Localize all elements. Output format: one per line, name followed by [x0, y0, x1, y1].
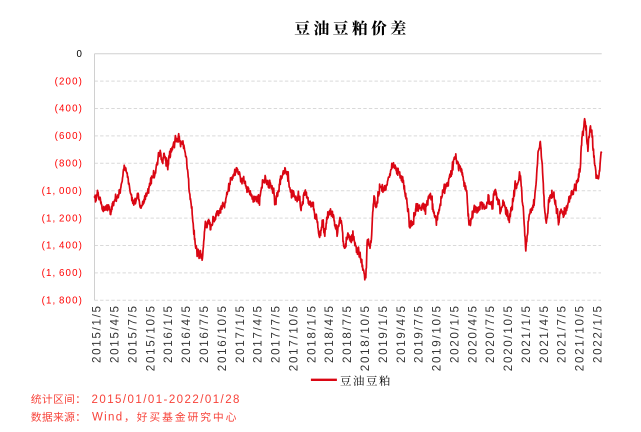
svg-text:2015/10/5: 2015/10/5 — [144, 304, 157, 371]
svg-text:0: 0 — [76, 49, 83, 60]
svg-text:2015/01/01-2022/01/28: 2015/01/01-2022/01/28 — [92, 394, 241, 406]
svg-text:2018/1/5: 2018/1/5 — [305, 304, 318, 363]
svg-text:(400): (400) — [55, 104, 83, 115]
svg-text:(600): (600) — [55, 131, 83, 142]
svg-text:2020/7/5: 2020/7/5 — [484, 304, 497, 363]
svg-text:2015/1/5: 2015/1/5 — [91, 304, 104, 363]
svg-text:2018/4/5: 2018/4/5 — [323, 304, 336, 363]
svg-text:(1,200): (1, 200) — [42, 213, 83, 224]
svg-text:(1,600): (1, 600) — [42, 268, 83, 279]
svg-text:2020/10/5: 2020/10/5 — [502, 304, 515, 371]
svg-text:2021/4/5: 2021/4/5 — [538, 304, 551, 363]
svg-text:2022/1/5: 2022/1/5 — [591, 304, 604, 363]
svg-text:2020/1/5: 2020/1/5 — [448, 304, 461, 363]
svg-text:2016/10/5: 2016/10/5 — [216, 304, 229, 371]
svg-text:2020/4/5: 2020/4/5 — [466, 304, 479, 363]
svg-text:2019/7/5: 2019/7/5 — [413, 304, 426, 363]
svg-text:2021/7/5: 2021/7/5 — [556, 304, 569, 363]
svg-text:2018/7/5: 2018/7/5 — [341, 304, 354, 363]
svg-text:2018/10/5: 2018/10/5 — [359, 304, 372, 371]
svg-text:(1,000): (1, 000) — [42, 186, 83, 197]
svg-text:2015/7/5: 2015/7/5 — [126, 304, 139, 363]
svg-text:2021/1/5: 2021/1/5 — [520, 304, 533, 363]
svg-text:2015/4/5: 2015/4/5 — [109, 304, 122, 363]
svg-text:(1,800): (1, 800) — [42, 296, 83, 307]
svg-text:2019/10/5: 2019/10/5 — [430, 304, 443, 371]
svg-text:2019/4/5: 2019/4/5 — [395, 304, 408, 363]
svg-text:2019/1/5: 2019/1/5 — [377, 304, 390, 363]
svg-text:(800): (800) — [55, 159, 83, 170]
svg-text:2017/4/5: 2017/4/5 — [252, 304, 265, 363]
svg-text:2021/10/5: 2021/10/5 — [574, 304, 587, 371]
svg-text:2016/7/5: 2016/7/5 — [198, 304, 211, 363]
svg-text:2017/1/5: 2017/1/5 — [234, 304, 247, 363]
svg-text:2017/10/5: 2017/10/5 — [287, 304, 300, 371]
svg-text:(1,400): (1, 400) — [42, 241, 83, 252]
svg-text:2016/1/5: 2016/1/5 — [162, 304, 175, 363]
svg-text:2016/4/5: 2016/4/5 — [180, 304, 193, 363]
svg-text:2017/7/5: 2017/7/5 — [270, 304, 283, 363]
svg-text:Wind: Wind — [92, 412, 123, 424]
svg-text:(200): (200) — [55, 76, 83, 87]
